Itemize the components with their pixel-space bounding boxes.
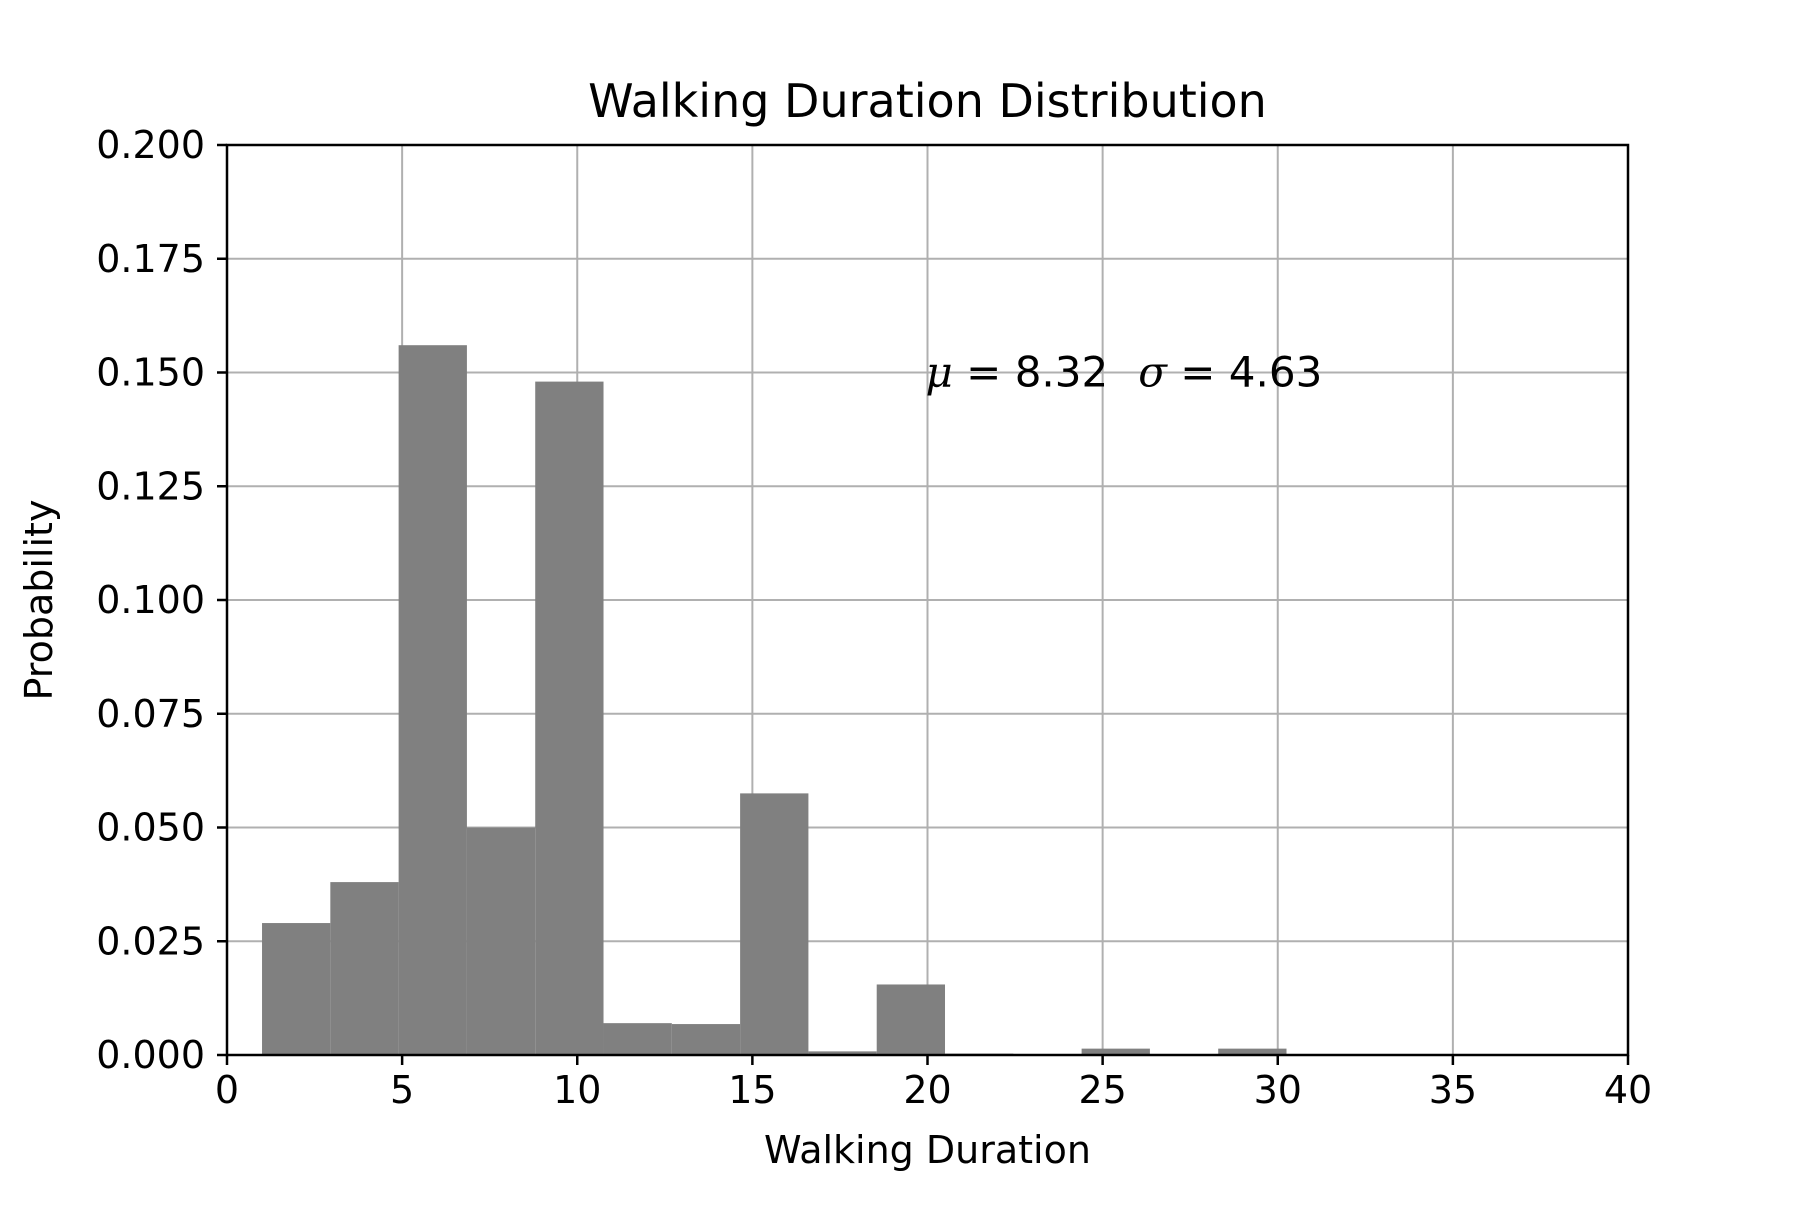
histogram-bar-1 [330,882,399,1055]
mu-symbol: μ [926,348,953,397]
x-tick-label: 5 [390,1068,414,1112]
y-tick-label: 0.075 [96,692,205,736]
x-tick-label: 20 [903,1068,951,1112]
x-tick-label: 10 [553,1068,601,1112]
bars [262,345,1287,1056]
x-tick-label: 15 [728,1068,776,1112]
histogram-bar-9 [876,984,946,1055]
y-tick-label: 0.175 [96,237,205,281]
x-tick-label: 40 [1604,1068,1652,1112]
y-tick-label: 0.025 [96,919,205,963]
x-tick-label: 0 [215,1068,239,1112]
histogram-bar-12 [1081,1048,1150,1055]
histogram-bar-8 [808,1051,877,1055]
histogram-bar-7 [740,793,809,1055]
chart-title: Walking Duration Distribution [588,74,1267,128]
histogram-bar-4 [535,381,604,1056]
y-tick-label: 0.050 [96,806,205,850]
y-tick-label: 0.125 [96,464,205,508]
y-axis-title: Probability [17,500,61,701]
histogram-bar-14 [1218,1048,1287,1055]
sigma-value: = 4.63 [1167,348,1322,397]
histogram-bar-3 [466,827,536,1055]
histogram-bar-6 [671,1024,741,1055]
histogram-bar-0 [262,923,331,1055]
histogram-bar-2 [398,345,467,1055]
stats-annotation: μ = 8.32 σ = 4.63 [926,348,1323,397]
histogram-bar-5 [603,1023,672,1055]
sigma-symbol: σ [1138,348,1168,397]
x-axis-title: Walking Duration [764,1128,1091,1172]
ticks: 0 5 10 15 20 25 30 35 40 0.000 0.025 0.050 0.075 0.10… [96,123,1652,1112]
y-tick-label: 0.200 [96,123,205,167]
y-tick-label: 0.150 [96,351,205,395]
x-tick-label: 35 [1429,1068,1477,1112]
x-tick-label: 30 [1254,1068,1302,1112]
mu-value: = 8.32 [953,348,1108,397]
y-tick-label: 0.100 [96,578,205,622]
x-tick-label: 25 [1078,1068,1126,1112]
y-tick-label: 0.000 [96,1033,205,1077]
